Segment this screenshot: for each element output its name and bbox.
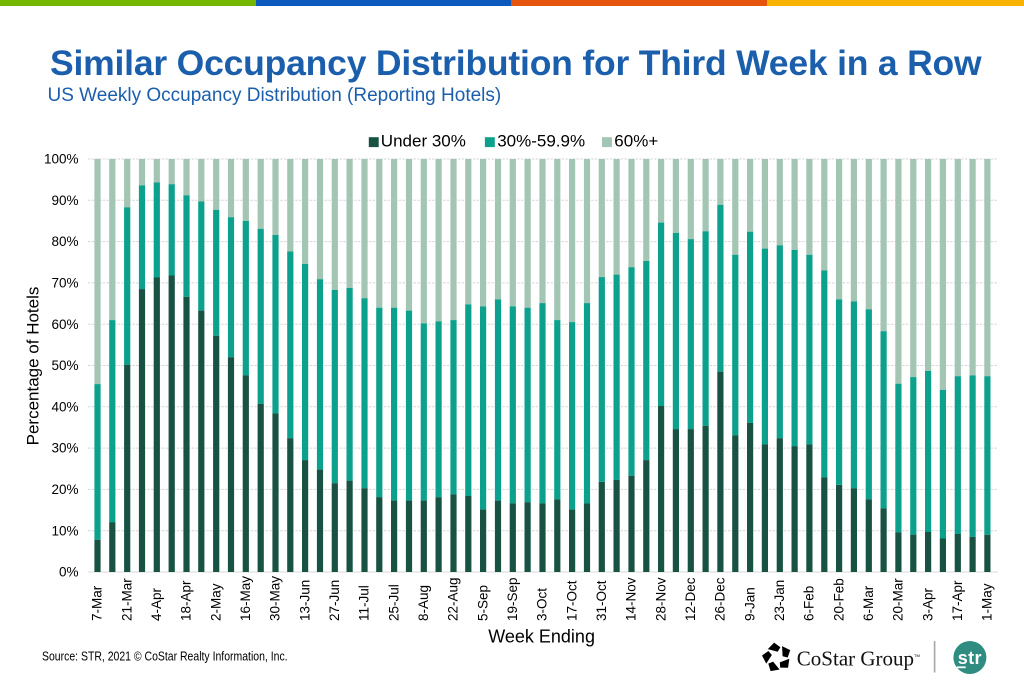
svg-text:3-Oct: 3-Oct [535, 588, 550, 621]
svg-text:9-Jan: 9-Jan [742, 587, 757, 621]
svg-text:8-Aug: 8-Aug [416, 585, 431, 621]
svg-text:20-Feb: 20-Feb [831, 578, 846, 621]
svg-text:50%: 50% [51, 358, 78, 373]
svg-text:30-May: 30-May [268, 576, 283, 621]
svg-text:80%: 80% [51, 234, 78, 249]
svg-text:7-Mar: 7-Mar [90, 585, 105, 621]
svg-text:100%: 100% [44, 152, 79, 167]
svg-text:Under 30%: Under 30% [381, 132, 466, 151]
svg-text:20%: 20% [51, 482, 78, 497]
svg-text:0%: 0% [59, 565, 79, 580]
svg-text:12-Dec: 12-Dec [683, 577, 698, 621]
svg-text:17-Oct: 17-Oct [564, 580, 579, 621]
svg-text:19-Sep: 19-Sep [505, 577, 520, 621]
svg-text:CoStar Group: CoStar Group [797, 646, 914, 670]
svg-text:27-Jun: 27-Jun [327, 580, 342, 621]
svg-text:13-Jun: 13-Jun [297, 580, 312, 621]
svg-text:6-Mar: 6-Mar [861, 585, 876, 621]
svg-text:Week Ending: Week Ending [488, 627, 595, 647]
svg-text:21-Mar: 21-Mar [119, 578, 134, 621]
svg-text:20-Mar: 20-Mar [891, 578, 906, 621]
svg-text:1-May: 1-May [980, 583, 995, 621]
svg-text:60%+: 60%+ [614, 132, 658, 151]
svg-text:60%: 60% [51, 317, 78, 332]
svg-text:31-Oct: 31-Oct [594, 580, 609, 621]
svg-text:10%: 10% [51, 523, 78, 538]
svg-text:70%: 70% [51, 276, 78, 291]
svg-text:6-Feb: 6-Feb [802, 586, 817, 621]
svg-text:30%-59.9%: 30%-59.9% [497, 132, 585, 151]
svg-text:18-Apr: 18-Apr [179, 580, 194, 621]
svg-text:str: str [958, 648, 982, 668]
svg-text:30%: 30% [51, 441, 78, 456]
svg-text:Source: STR, 2021 © CoStar Rea: Source: STR, 2021 © CoStar Realty Inform… [42, 650, 288, 664]
svg-text:22-Aug: 22-Aug [446, 577, 461, 621]
svg-text:5-Sep: 5-Sep [475, 585, 490, 621]
svg-text:™: ™ [914, 654, 921, 661]
svg-text:90%: 90% [51, 193, 78, 208]
svg-text:25-Jul: 25-Jul [386, 584, 401, 621]
svg-text:28-Nov: 28-Nov [653, 577, 668, 621]
svg-text:23-Jan: 23-Jan [772, 580, 787, 621]
svg-text:2-May: 2-May [208, 583, 223, 621]
svg-text:17-Apr: 17-Apr [950, 580, 965, 621]
svg-text:40%: 40% [51, 399, 78, 414]
svg-text:11-Jul: 11-Jul [357, 585, 372, 621]
svg-text:4-Apr: 4-Apr [149, 587, 164, 621]
svg-text:26-Dec: 26-Dec [713, 577, 728, 621]
svg-text:3-Apr: 3-Apr [920, 587, 935, 621]
svg-text:Percentage of Hotels: Percentage of Hotels [24, 287, 43, 446]
svg-text:14-Nov: 14-Nov [624, 577, 639, 621]
svg-text:16-May: 16-May [238, 576, 253, 621]
